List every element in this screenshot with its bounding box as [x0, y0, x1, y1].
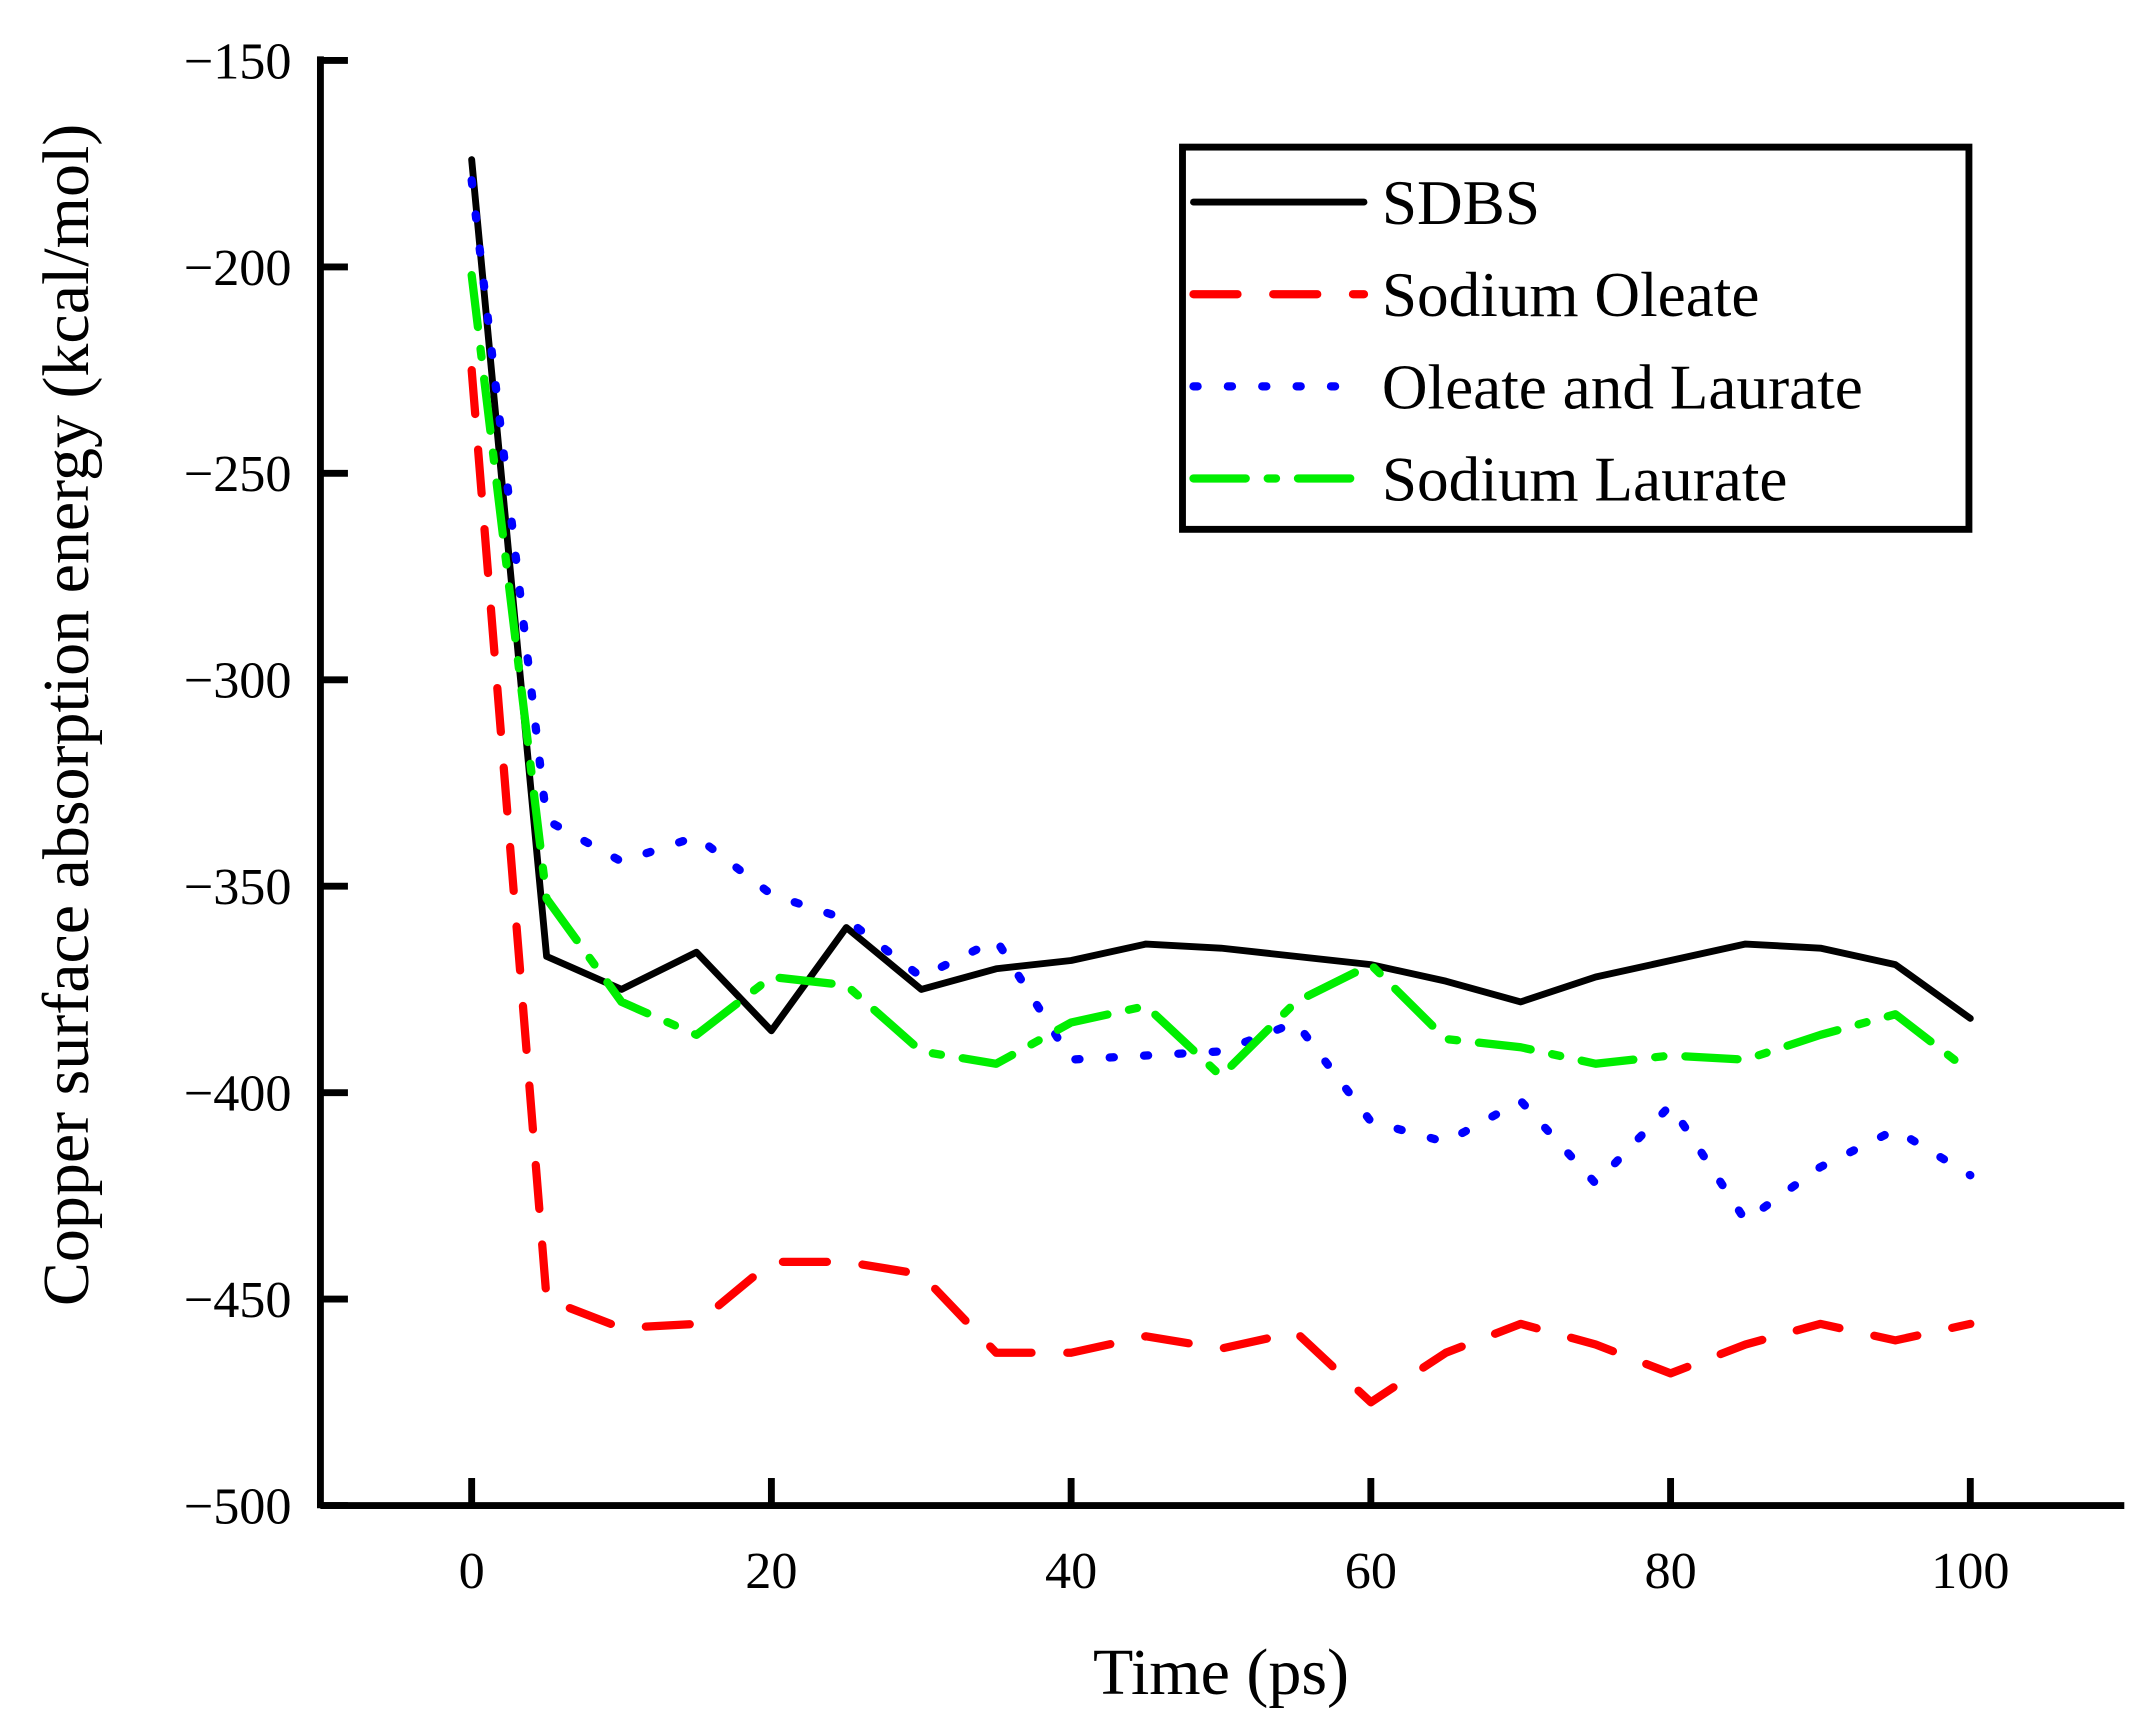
y-tick-label: −350	[184, 858, 292, 916]
series-line-oleate-and-laurate	[467, 176, 1975, 1225]
series-line-sodium-oleate	[467, 365, 1975, 1407]
legend-box	[1179, 143, 1973, 533]
x-tick-label: 40	[1045, 1542, 1097, 1600]
y-tick-label: −250	[184, 445, 292, 503]
legend-label-sodium-laurate: Sodium Laurate	[1382, 444, 1788, 514]
y-axis-label: Copper surface absorption energy (kcal/m…	[30, 124, 103, 1306]
x-axis-label: Time (ps)	[1093, 1636, 1349, 1709]
series-line-sodium-laurate	[467, 270, 1975, 1081]
legend: SDBS Sodium Oleate Oleate and Laurate Sodiu…	[1179, 143, 1973, 533]
y-tick-label: −400	[184, 1065, 292, 1123]
x-tick-label: 0	[459, 1542, 485, 1600]
legend-label-sdbs: SDBS	[1382, 168, 1540, 238]
x-tick-label: 80	[1644, 1542, 1696, 1600]
x-tick-label: 100	[1931, 1542, 2009, 1600]
y-tick-label: −300	[184, 652, 292, 710]
y-tick-label: −200	[184, 239, 292, 297]
x-tick-label: 20	[745, 1542, 797, 1600]
y-tick-label: −150	[184, 32, 292, 90]
legend-label-oleate-and-laurate: Oleate and Laurate	[1382, 352, 1863, 422]
y-tick-label: −500	[184, 1477, 292, 1535]
plot-area	[467, 156, 1975, 1407]
axes: 0 20 40 60 80 100 −150 −200 −250 −300 −350 −400 −450…	[184, 32, 2125, 1600]
series-line-sdbs	[468, 156, 1974, 1035]
y-tick-label: −450	[184, 1271, 292, 1329]
x-tick-label: 60	[1345, 1542, 1397, 1600]
legend-label-sodium-oleate: Sodium Oleate	[1382, 260, 1760, 330]
